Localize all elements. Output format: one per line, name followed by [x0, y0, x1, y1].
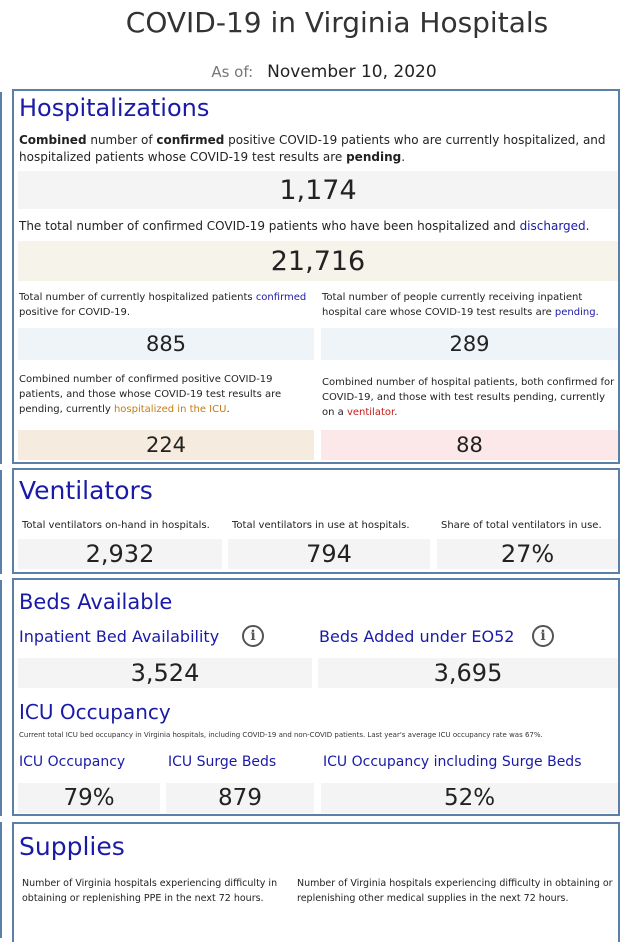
pending-value: 289: [321, 328, 618, 360]
left-edge-rule: [0, 92, 2, 464]
hospitalizations-panel: Hospitalizations Combined number of conf…: [12, 89, 620, 464]
inpatient-bed-value: 3,524: [18, 658, 312, 688]
as-of-date: November 10, 2020: [267, 62, 437, 82]
left-edge-rule: [0, 580, 2, 816]
icu-value: 224: [18, 430, 314, 460]
icu-occupancy-heading: ICU Occupancy: [19, 700, 171, 724]
supplies-heading: Supplies: [19, 832, 125, 861]
ventilator-patients-value: 88: [321, 430, 618, 460]
ventilators-onhand-value: 2,932: [18, 539, 222, 569]
combined-hospitalized-value: 1,174: [18, 171, 618, 209]
ventilators-onhand-label: Total ventilators on-hand in hospitals.: [22, 520, 210, 531]
other-supplies-description: Number of Virginia hospitals experiencin…: [297, 878, 613, 904]
ventilators-heading: Ventilators: [19, 476, 153, 505]
icu-surge-value: 879: [166, 783, 314, 813]
ventilators-inuse-label: Total ventilators in use at hospitals.: [232, 520, 410, 531]
icu-incl-surge-value: 52%: [321, 783, 618, 813]
as-of-line: As of: November 10, 2020: [0, 62, 622, 82]
as-of-label: As of:: [211, 63, 254, 81]
hospitalizations-heading: Hospitalizations: [19, 94, 210, 122]
discharged-value: 21,716: [18, 241, 618, 281]
icu-surge-label: ICU Surge Beds: [168, 754, 277, 770]
icu-occupancy-value: 79%: [18, 783, 160, 813]
page-title: COVID-19 in Virginia Hospitals: [125, 6, 549, 39]
inpatient-bed-label: Inpatient Bed Availability: [19, 627, 220, 646]
supplies-panel: Supplies Number of Virginia hospitals ex…: [12, 822, 620, 942]
info-icon[interactable]: i: [532, 625, 554, 647]
confirmed-description: Total number of currently hospitalized p…: [19, 292, 307, 318]
eo52-value: 3,695: [318, 658, 618, 688]
eo52-label: Beds Added under EO52: [319, 627, 515, 646]
ppe-description: Number of Virginia hospitals experiencin…: [22, 878, 278, 904]
info-icon[interactable]: i: [242, 625, 264, 647]
pending-description: Total number of people currently receivi…: [322, 292, 599, 318]
icu-occupancy-note: Current total ICU bed occupancy in Virgi…: [19, 731, 543, 739]
icu-incl-surge-label: ICU Occupancy including Surge Beds: [323, 754, 582, 770]
icu-description: Combined number of confirmed positive CO…: [19, 374, 282, 415]
icu-occupancy-label: ICU Occupancy: [19, 754, 126, 770]
ventilators-share-label: Share of total ventilators in use.: [441, 520, 602, 531]
discharged-description: The total number of confirmed COVID-19 p…: [19, 219, 590, 233]
beds-panel: Beds Available Inpatient Bed Availabilit…: [12, 578, 620, 816]
confirmed-value: 885: [18, 328, 314, 360]
combined-description: Combined number of confirmed positive CO…: [19, 133, 606, 164]
left-edge-rule: [0, 822, 2, 938]
ventilator-description: Combined number of hospital patients, bo…: [322, 377, 615, 418]
ventilators-panel: Ventilators Total ventilators on-hand in…: [12, 468, 620, 574]
ventilators-inuse-value: 794: [228, 539, 430, 569]
ventilators-share-value: 27%: [437, 539, 618, 569]
beds-heading: Beds Available: [19, 590, 173, 614]
left-edge-rule: [0, 470, 2, 574]
